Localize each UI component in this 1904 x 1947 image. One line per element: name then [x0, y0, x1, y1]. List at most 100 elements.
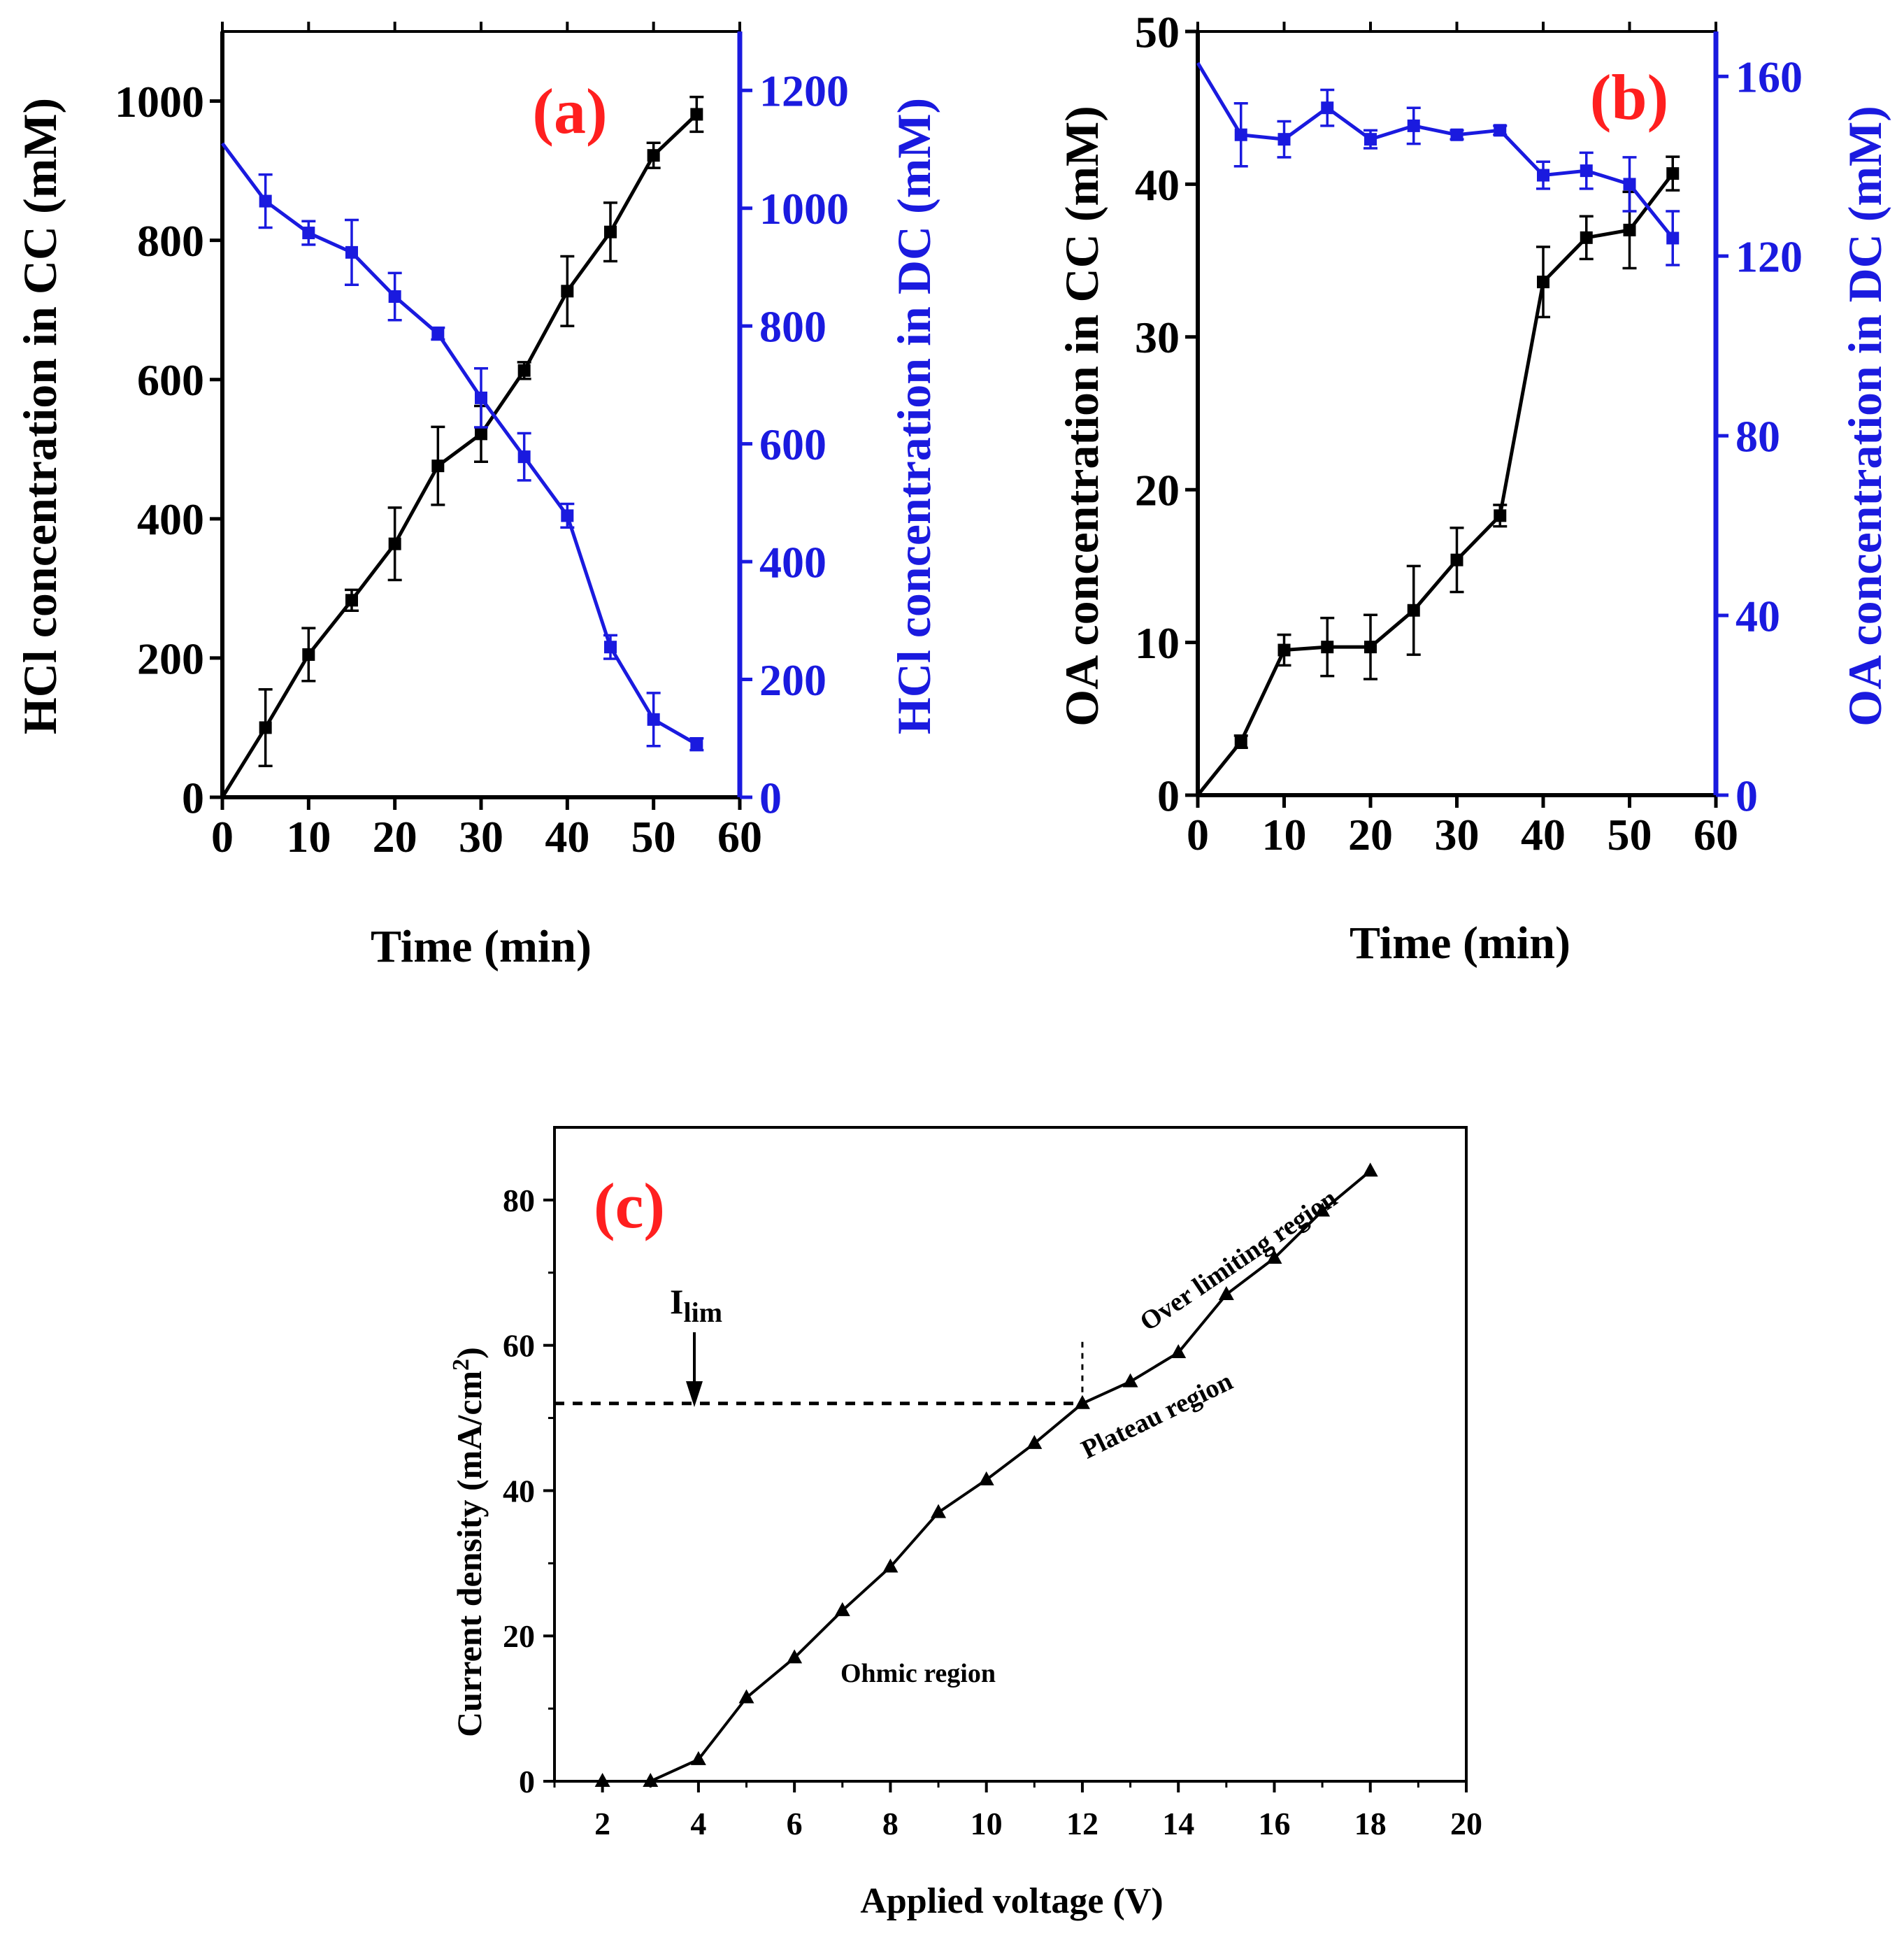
over-limiting-region-label: Over limiting region: [1135, 1183, 1343, 1336]
panel-a-chart: (a) Time (min) HCl concentration in CC (…: [13, 22, 940, 972]
data-point: [561, 285, 574, 298]
y-left-tick-label: 800: [137, 216, 204, 266]
data-point: [882, 1558, 899, 1573]
data-point: [1364, 133, 1377, 146]
data-point: [561, 509, 574, 522]
data-point: [1537, 169, 1549, 182]
y-right-tick-label: 0: [759, 773, 782, 822]
data-point: [647, 713, 660, 726]
data-point: [345, 245, 358, 259]
panel-c-chart: (c) Applied voltage (V) Current density …: [448, 1126, 1482, 1921]
ilim-label-main: I: [670, 1282, 683, 1321]
data-point: [1321, 101, 1334, 115]
data-point: [1364, 641, 1377, 654]
x-tick-label: 8: [882, 1806, 899, 1841]
ilim-arrow-head: [686, 1381, 703, 1407]
y-left-tick-label: 50: [1135, 7, 1180, 57]
x-tick-label: 2: [594, 1806, 610, 1841]
data-point: [1362, 1162, 1378, 1177]
series-line: [1196, 62, 1675, 240]
data-point: [431, 459, 445, 473]
y-right-tick-label: 1200: [759, 66, 849, 116]
data-point: [1407, 119, 1420, 132]
data-point: [1122, 1373, 1138, 1388]
panel-c-xlabel: Applied voltage (V): [860, 1881, 1163, 1921]
x-tick-label: 50: [1608, 810, 1652, 860]
data-point: [1266, 1250, 1282, 1264]
y-left-tick-label: 400: [137, 494, 204, 544]
panel-a-xlabel: Time (min): [371, 921, 592, 972]
data-point: [643, 1773, 659, 1787]
x-tick-label: 30: [459, 812, 503, 862]
data-point: [690, 1750, 706, 1765]
data-point: [1494, 509, 1507, 522]
data-point: [1580, 164, 1593, 178]
x-tick-label: 50: [631, 812, 676, 862]
data-point: [259, 194, 272, 208]
panel-b-xlabel: Time (min): [1350, 918, 1570, 969]
y-right-tick-label: 600: [759, 420, 826, 469]
x-tick-label: 20: [373, 812, 417, 862]
y-left-tick-label: 200: [137, 634, 204, 683]
data-point: [388, 537, 401, 550]
data-point: [475, 427, 487, 441]
x-tick-label: 0: [1187, 810, 1209, 860]
data-point: [690, 108, 703, 121]
x-tick-label: 40: [545, 812, 589, 862]
data-point: [345, 594, 358, 607]
y-left-tick-label: 20: [1135, 466, 1180, 515]
x-tick-label: 14: [1162, 1806, 1194, 1841]
x-tick-label: 4: [690, 1806, 706, 1841]
data-point: [517, 450, 531, 464]
x-tick-label: 18: [1354, 1806, 1387, 1841]
data-point: [1234, 128, 1247, 141]
y-right-tick-label: 80: [1735, 412, 1780, 462]
data-point: [259, 721, 272, 734]
data-point: [302, 227, 315, 240]
data-point: [1407, 604, 1420, 617]
data-point: [978, 1471, 994, 1485]
data-point: [1537, 276, 1549, 289]
y-left-tick-label: 600: [137, 355, 204, 405]
series-line: [1196, 172, 1675, 797]
y-tick-label: 0: [519, 1764, 535, 1799]
data-point: [475, 391, 487, 404]
ohmic-region-label: Ohmic region: [840, 1659, 996, 1688]
plateau-region-label: Plateau region: [1077, 1367, 1237, 1465]
y-left-tick-label: 1000: [115, 77, 204, 127]
data-point: [517, 364, 531, 377]
x-tick-label: 60: [717, 812, 762, 862]
y-left-tick-label: 30: [1135, 313, 1180, 362]
y-tick-label: 80: [503, 1183, 535, 1218]
data-point: [388, 290, 401, 304]
data-point: [1026, 1434, 1043, 1449]
y-left-tick-label: 0: [1157, 771, 1180, 820]
data-point: [1623, 223, 1636, 236]
data-point: [1450, 128, 1463, 141]
data-point: [1277, 133, 1291, 146]
y-right-tick-label: 120: [1735, 232, 1803, 282]
data-point: [1234, 735, 1247, 748]
data-point: [931, 1504, 947, 1518]
y-right-tick-label: 0: [1735, 771, 1758, 820]
y-tick-label: 20: [503, 1618, 535, 1654]
y-right-tick-label: 1000: [759, 184, 849, 234]
y-tick-label: 40: [503, 1473, 535, 1509]
x-tick-label: 10: [1262, 810, 1307, 860]
data-point: [302, 648, 315, 661]
data-point: [1494, 124, 1507, 137]
panel-b-ylabel-right: OA concentration in DC (mM): [1838, 106, 1891, 727]
x-tick-label: 0: [211, 812, 234, 862]
y-right-tick-label: 40: [1735, 591, 1780, 641]
x-tick-label: 20: [1450, 1806, 1482, 1841]
data-point: [1450, 553, 1463, 566]
x-tick-label: 6: [787, 1806, 803, 1841]
y-right-tick-label: 400: [759, 537, 826, 587]
panel-b-chart: (b) Time (min) OA concentration in CC (m…: [1055, 7, 1891, 969]
panel-c-ylabel-sup: 2: [448, 1359, 474, 1371]
panel-a-ylabel-right: HCl concentration in DC (mM): [887, 98, 940, 734]
data-point: [1315, 1202, 1331, 1217]
data-point: [1666, 167, 1680, 180]
data-point: [1666, 231, 1680, 245]
